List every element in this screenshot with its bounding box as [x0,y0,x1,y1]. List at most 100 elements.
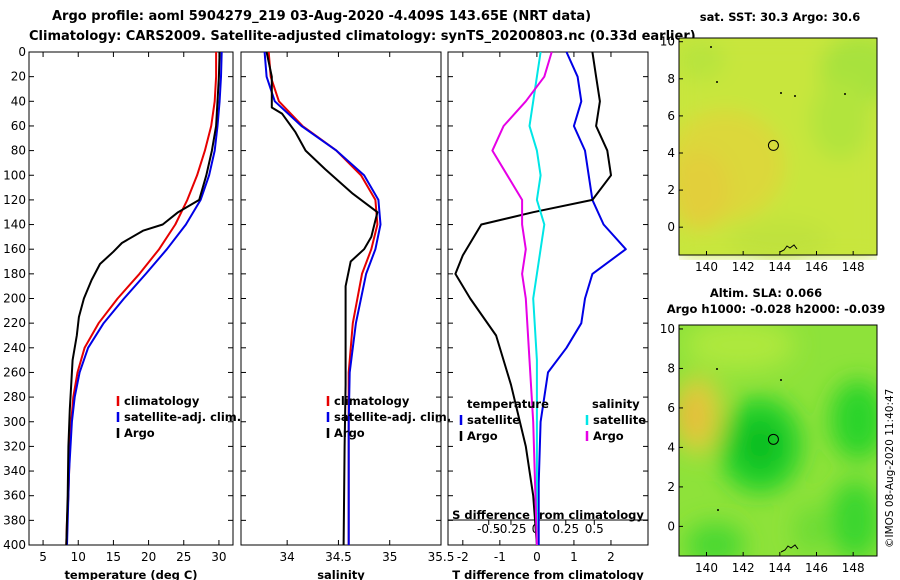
differences-frame [447,51,649,546]
temperature-xlabel: temperature (deg C) [64,568,197,580]
sla-title: Altim. SLA: 0.066 [710,286,822,300]
sst-axes-xtick-label: 148 [842,260,865,274]
salinity-panel: 34 34.5 35 35.5 salinity climatology satellite… [240,51,455,580]
depth-tick-label: 0 [18,45,26,59]
salinity-frame [240,51,442,546]
diff-legend-sal-argo-label: Argo [593,429,624,443]
differences-series-1 [454,51,612,546]
sla-axes-argo-marker [767,433,779,445]
differences-series-0 [537,51,627,545]
sst-axes-xtick-label: 146 [805,260,828,274]
sla-axes-ytick-label: 10 [660,322,675,336]
salinity-legend-2-label: Argo [334,426,365,440]
depth-tick-label: 280 [3,390,26,404]
diff-legend-sal-title: salinity [592,397,640,411]
salinity-xtick-label: 35 [382,550,397,564]
sst-axes-ytick-label: 4 [667,146,675,160]
differences-panel: -2 -1 0 1 2 T difference from climatology -0.5… [447,51,649,580]
salinity-legend-1-label: satellite-adj. clim. [334,410,451,424]
temperature-xtick-label: 10 [71,550,86,564]
depth-tick-label: 240 [3,341,26,355]
sst-axes-ytick-label: 6 [667,109,675,123]
depth-tick-label: 100 [3,168,26,182]
sla-axes-xtick-label: 144 [768,561,791,575]
temperature-legend-1-label: satellite-adj. clim. [124,410,241,424]
temperature-xtick-label: 5 [39,550,47,564]
sst-axes-ytick-label: 10 [660,35,675,49]
top-xlabel: S difference from climatology [452,508,644,522]
temperature-series-1 [66,51,223,546]
depth-tick-label: 320 [3,439,26,453]
temperature-series-2 [65,51,221,546]
depth-tick-label: 160 [3,242,26,256]
sst-axes-ytick-label: 0 [667,220,675,234]
sla-subtitle: Argo h1000: -0.028 h2000: -0.039 [667,302,886,316]
depth-tick-label: 380 [3,513,26,527]
temperature-legend-2-label: Argo [124,426,155,440]
depth-tick-label: 260 [3,365,26,379]
differences-xlabel: T difference from climatology [452,568,644,580]
salinity-xtick-label: 35.5 [428,550,455,564]
temperature-panel: 0 20 40 60 80 100 120 140 160 180 200 220 240 260 280 3… [3,45,241,580]
depth-tick-label: 60 [11,119,26,133]
sla-axes-ytick-label: 8 [667,361,675,375]
diff-legend-temp-title: temperature [467,397,549,411]
sst-axes-xtick-label: 142 [732,260,755,274]
temperature-xtick-label: 20 [141,550,156,564]
sst-map: 140 142 144 146 148 0 2 4 6 8 10 sat. SST: 30.3 Ar… [660,10,878,274]
diff-legend-sal-sat-label: satellite [593,413,646,427]
sla-axes-xtick-label: 148 [842,561,865,575]
depth-tick-label: 300 [3,415,26,429]
diff-legend-temp-argo-label: Argo [467,429,498,443]
header-line-2: Climatology: CARS2009. Satellite-adjuste… [29,29,696,44]
depth-tick-label: 140 [3,218,26,232]
differences-xtick-label: 1 [570,550,578,564]
temperature-xtick-label: 25 [176,550,191,564]
salinity-series-1 [263,51,382,545]
timestamp: ©IMOS 08-Aug-2020 11:40:47 [884,389,896,548]
differences-xtick-label: -2 [457,550,469,564]
sla-map: 140 142 144 146 148 0 2 4 6 8 10 Altim. SLA: 0.066… [660,286,886,575]
depth-tick-label: 120 [3,193,26,207]
top-xtick-label: -0.5 [477,522,500,536]
depth-tick-label: 340 [3,464,26,478]
diff-legend-temp-sat-label: satellite [467,413,520,427]
sla-axes-xtick-label: 142 [732,561,755,575]
depth-tick-label: 220 [3,316,26,330]
header-line-1: Argo profile: aoml 5904279_219 03-Aug-20… [52,9,591,24]
depth-tick-label: 360 [3,489,26,503]
depth-tick-label: 400 [3,538,26,552]
salinity-legend-0-label: climatology [334,394,410,408]
depth-tick-label: 180 [3,267,26,281]
salinity-xlabel: salinity [317,568,365,580]
temperature-xtick-label: 30 [211,550,226,564]
depth-tick-label: 20 [11,70,26,84]
sst-axes-xtick-label: 144 [768,260,791,274]
sst-axes-ytick-label: 2 [667,183,675,197]
sst-axes-argo-marker [767,139,779,151]
sst-title: sat. SST: 30.3 Argo: 30.6 [700,10,860,24]
temperature-legend-0-label: climatology [124,394,200,408]
temperature-xtick-label: 15 [106,550,121,564]
sla-axes-xtick-label: 146 [805,561,828,575]
differences-series-2 [528,51,546,545]
sst-axes-xtick-label: 140 [695,260,718,274]
depth-tick-label: 200 [3,292,26,306]
differences-xtick-label: 2 [607,550,615,564]
depth-tick-label: 40 [11,94,26,108]
differences-series-3 [491,51,553,546]
salinity-series-2 [265,51,379,546]
salinity-xtick-label: 34 [280,550,295,564]
depth-tick-label: 80 [11,144,26,158]
sla-axes-xtick-label: 140 [695,561,718,575]
top-xtick-label: 0.5 [585,522,604,536]
salinity-xtick-label: 34.5 [325,550,352,564]
differences-xtick-label: -1 [494,550,506,564]
top-xtick-label: 0.25 [552,522,579,536]
temperature-series-0 [65,52,218,546]
sla-axes-ytick-label: 0 [667,519,675,533]
temperature-frame [28,51,234,546]
top-xtick-label: -0.25 [495,522,526,536]
sst-axes-ytick-label: 8 [667,72,675,86]
